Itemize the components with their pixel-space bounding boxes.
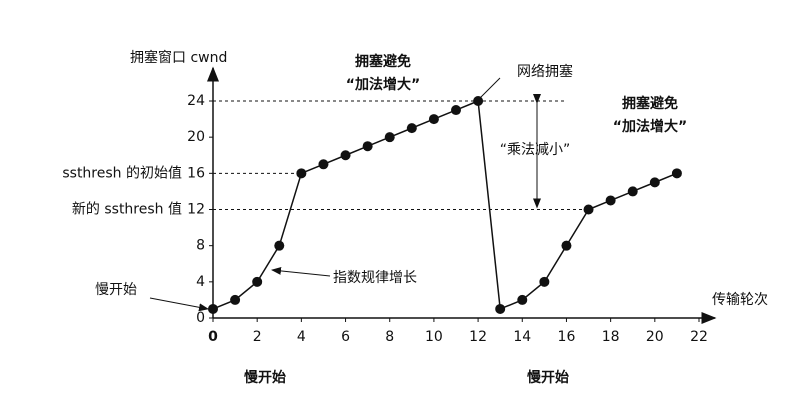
data-point xyxy=(473,96,484,106)
threshold-label: ssthresh 的初始值 xyxy=(62,164,182,181)
data-point xyxy=(208,303,218,314)
data-point xyxy=(627,186,638,197)
annotation: “加法增大” xyxy=(613,118,687,135)
threshold-label: 新的 ssthresh 值 xyxy=(72,202,182,218)
y-tick-label: 0 xyxy=(196,310,205,326)
data-point xyxy=(561,240,572,251)
y-tick-label: 20 xyxy=(187,129,205,145)
x-tick-label: 20 xyxy=(646,329,664,345)
data-point xyxy=(252,276,263,287)
data-point xyxy=(428,114,439,125)
annotation: 网络拥塞 xyxy=(517,63,573,80)
x-tick-label: 6 xyxy=(341,329,350,345)
x-tick-label: 14 xyxy=(513,329,531,345)
data-point xyxy=(649,177,660,188)
data-point xyxy=(296,168,307,179)
y-axis-label: 拥塞窗口 cwnd xyxy=(130,49,227,66)
x-tick-label: 12 xyxy=(469,329,487,345)
data-point xyxy=(451,105,461,116)
pointer xyxy=(149,297,209,312)
annotation: 慢开始 xyxy=(527,369,569,386)
annotation: 慢开始 xyxy=(95,281,137,298)
data-point xyxy=(539,276,550,287)
annotation: 指数规律增长 xyxy=(333,270,417,286)
annotation: “乘法减小” xyxy=(500,142,571,158)
x-tick-label: 0 xyxy=(208,329,218,345)
annotation: 慢开始 xyxy=(244,369,286,386)
data-point xyxy=(362,141,373,152)
data-point xyxy=(274,240,285,251)
x-tick-label: 16 xyxy=(558,329,576,345)
y-tick-label: 12 xyxy=(187,202,205,218)
x-tick-label: 10 xyxy=(425,329,443,345)
y-tick-label: 24 xyxy=(187,93,205,109)
data-point xyxy=(318,159,329,170)
x-tick-label: 22 xyxy=(690,329,708,345)
data-point xyxy=(340,150,351,161)
data-point xyxy=(384,132,395,143)
data-point xyxy=(671,168,682,179)
pointer xyxy=(479,77,501,99)
data-point xyxy=(605,195,616,206)
data-point xyxy=(583,204,594,215)
annotation: 拥塞避免 xyxy=(622,95,678,112)
x-tick-label: 8 xyxy=(385,329,394,345)
data-point xyxy=(495,303,506,314)
x-axis-label: 传输轮次 xyxy=(712,292,768,308)
data-point xyxy=(406,123,417,134)
y-tick-label: 8 xyxy=(196,238,205,254)
annotation: 拥塞避免 xyxy=(355,53,411,70)
x-tick-label: 18 xyxy=(602,329,620,345)
y-tick-label: 4 xyxy=(196,274,205,290)
data-point xyxy=(517,294,528,305)
x-tick-label: 2 xyxy=(253,329,262,345)
series-line xyxy=(212,99,678,311)
annotation: “加法增大” xyxy=(346,76,420,93)
x-tick-label: 4 xyxy=(297,329,306,345)
y-tick-label: 16 xyxy=(187,165,205,181)
pointer xyxy=(271,266,331,277)
data-point xyxy=(230,294,241,305)
